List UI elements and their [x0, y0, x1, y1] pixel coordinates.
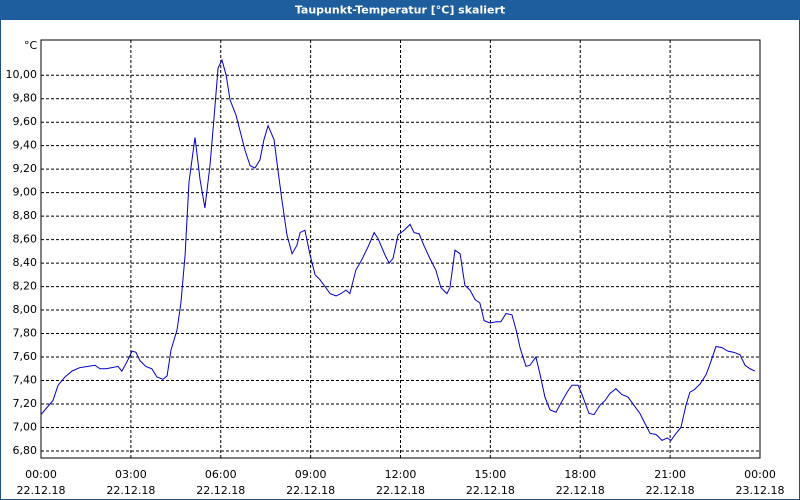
y-tick-label: 8,20: [13, 280, 38, 293]
x-tick-date: 22.12.18: [196, 484, 245, 497]
y-tick-label: 9,40: [13, 139, 38, 152]
x-tick-label: 18:00: [564, 468, 596, 481]
x-tick-label: 03:00: [115, 468, 147, 481]
x-tick-date: 22.12.18: [376, 484, 425, 497]
y-tick-label: 9,00: [13, 186, 38, 199]
x-tick-date: 22.12.18: [17, 484, 66, 497]
title-bar: [0, 0, 800, 20]
y-tick-label: 6,80: [13, 444, 38, 457]
y-tick-label: 9,60: [13, 115, 38, 128]
data-line: [40, 58, 756, 442]
x-tick-label: 21:00: [654, 468, 686, 481]
y-tick-label: 8,60: [13, 233, 38, 246]
y-tick-label: 7,80: [13, 327, 38, 340]
x-tick-date: 22.12.18: [556, 484, 605, 497]
x-tick-date: 23.12.18: [736, 484, 785, 497]
y-tick-label: 9,20: [13, 162, 38, 175]
x-tick-label: 00:00: [744, 468, 776, 481]
y-tick-label: 9,80: [13, 92, 38, 105]
x-tick-label: 00:00: [25, 468, 57, 481]
y-tick-label: 7,00: [13, 420, 38, 433]
x-tick-label: 15:00: [475, 468, 507, 481]
x-tick-label: 06:00: [205, 468, 237, 481]
y-tick-label: 7,20: [13, 397, 38, 410]
y-tick-label: 7,60: [13, 350, 38, 363]
x-tick-date: 22.12.18: [286, 484, 335, 497]
x-tick-label: 12:00: [385, 468, 417, 481]
x-tick-label: 09:00: [295, 468, 327, 481]
x-tick-date: 22.12.18: [646, 484, 695, 497]
y-tick-label: 10,00: [6, 68, 38, 81]
y-tick-label: 8,40: [13, 256, 38, 269]
chart-title: Taupunkt-Temperatur [°C] skaliert: [295, 4, 505, 17]
y-tick-label: 8,80: [13, 209, 38, 222]
y-tick-label: 7,40: [13, 374, 38, 387]
y-tick-label: 8,00: [13, 303, 38, 316]
x-tick-date: 22.12.18: [106, 484, 155, 497]
plot-frame: [40, 39, 761, 459]
x-tick-date: 22.12.18: [466, 484, 515, 497]
y-unit: °C: [24, 39, 38, 52]
